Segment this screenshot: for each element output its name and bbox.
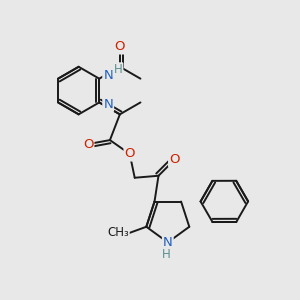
Text: H: H <box>161 248 170 261</box>
Text: O: O <box>124 148 135 160</box>
Text: O: O <box>169 153 180 167</box>
Text: H: H <box>114 63 122 76</box>
Text: O: O <box>83 138 93 151</box>
Text: N: N <box>103 98 113 111</box>
Text: N: N <box>163 236 173 249</box>
Text: N: N <box>103 69 113 82</box>
Text: O: O <box>115 40 125 53</box>
Text: CH₃: CH₃ <box>107 226 129 239</box>
